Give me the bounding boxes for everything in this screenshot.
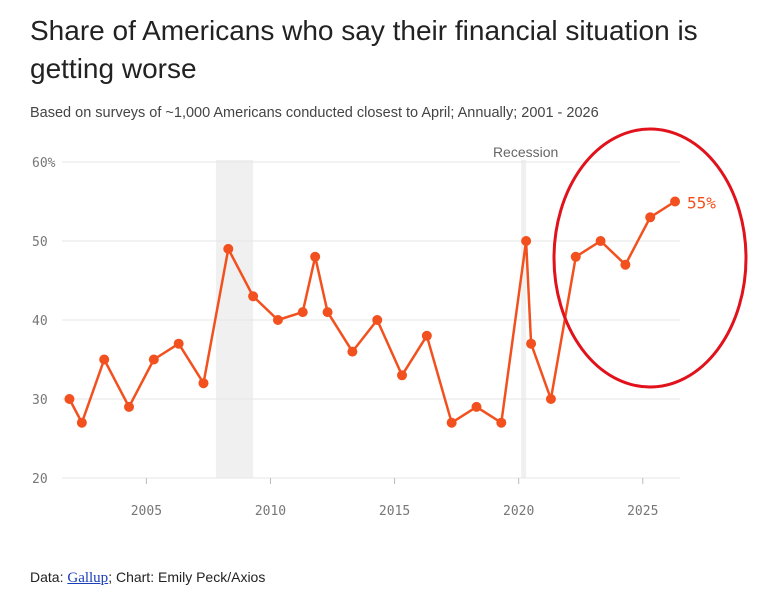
data-point-1 — [64, 394, 75, 404]
recession-label: Recession — [493, 144, 558, 160]
data-point-13 — [322, 307, 333, 318]
data-point-10 — [272, 315, 283, 325]
data-point-18 — [446, 417, 457, 428]
x-tick-label-2020: 2020 — [503, 504, 534, 519]
recession-band-2 — [521, 160, 527, 478]
data-point-4 — [124, 401, 135, 412]
x-tick-label-2005: 2005 — [131, 504, 162, 519]
end-value-label: 55% — [687, 194, 716, 213]
data-point-14 — [347, 346, 358, 357]
data-point-19 — [471, 401, 482, 412]
y-tick-label-60: 60% — [32, 156, 56, 171]
data-point-8 — [223, 243, 234, 254]
recession-band-1 — [215, 160, 254, 478]
data-point-20 — [496, 417, 507, 428]
data-point-16 — [397, 370, 408, 381]
data-point-15 — [372, 315, 383, 325]
chart-subtitle: Based on surveys of ~1,000 Americans con… — [30, 105, 599, 121]
data-point-27 — [645, 212, 656, 223]
data-point-2 — [76, 417, 87, 428]
y-tick-label-50: 50 — [32, 235, 48, 250]
y-tick-label-40: 40 — [32, 314, 48, 329]
data-point-3 — [99, 354, 110, 365]
data-point-7 — [198, 378, 209, 389]
data-point-24 — [570, 251, 581, 262]
source-footer: Data: Gallup; Chart: Emily Peck/Axios — [30, 569, 265, 587]
x-tick-label-2015: 2015 — [379, 504, 410, 519]
footer-data-prefix: Data: — [30, 569, 68, 585]
data-point-25 — [595, 236, 606, 246]
data-point-11 — [297, 307, 308, 318]
x-tick-label-2010: 2010 — [255, 504, 286, 519]
data-point-12 — [310, 251, 321, 262]
data-point-23 — [545, 394, 556, 404]
chart-title: Share of Americans who say their financi… — [30, 15, 698, 84]
series-line-1 — [68, 200, 676, 424]
highlight-circle — [552, 127, 748, 389]
footer-credit: ; Chart: Emily Peck/Axios — [108, 569, 266, 585]
data-point-28 — [670, 196, 681, 207]
data-point-5 — [148, 354, 159, 365]
data-point-17 — [421, 330, 432, 341]
data-point-26 — [620, 259, 631, 270]
data-point-9 — [248, 291, 259, 302]
data-point-21 — [521, 236, 532, 246]
line-chart: 20 30 40 50 60% 2005 2010 2015 2020 2025 Recessi… — [32, 127, 748, 519]
gallup-source-link[interactable]: Gallup — [67, 570, 109, 586]
data-point-6 — [173, 338, 184, 349]
y-tick-label-20: 20 — [32, 472, 48, 487]
data-point-22 — [526, 338, 537, 349]
x-tick-label-2025: 2025 — [627, 504, 658, 519]
y-tick-label-30: 30 — [32, 393, 48, 408]
